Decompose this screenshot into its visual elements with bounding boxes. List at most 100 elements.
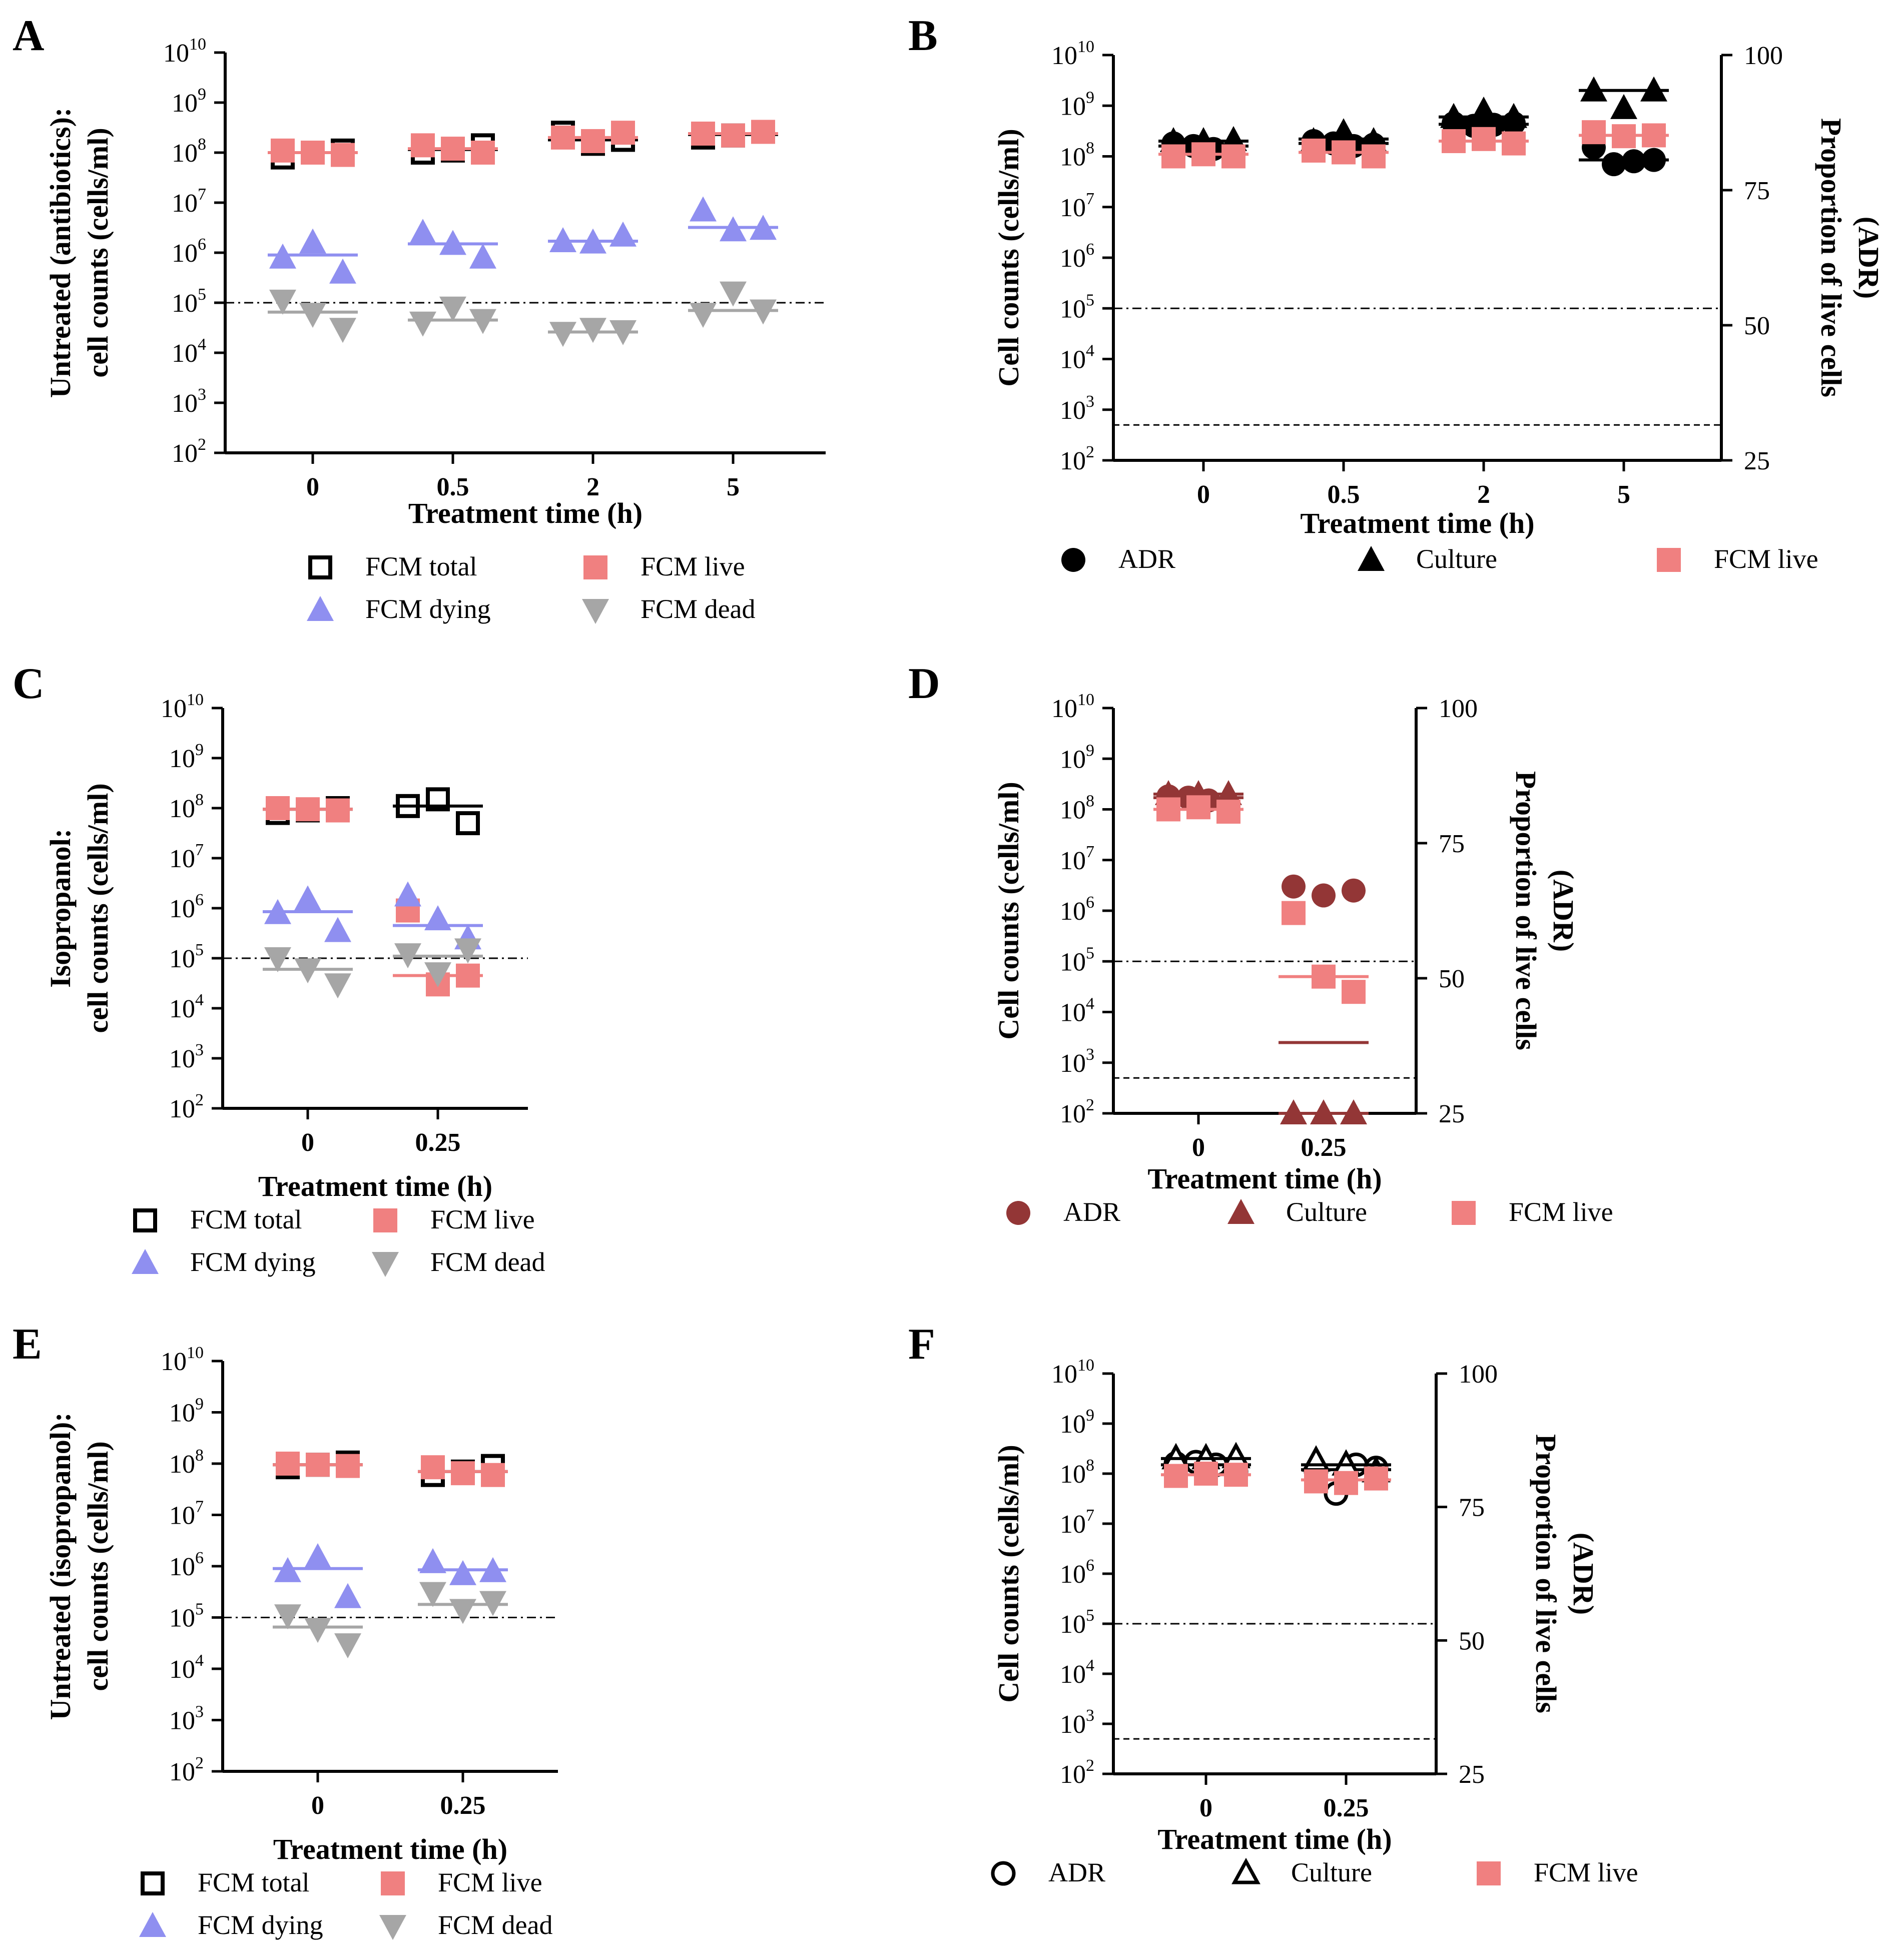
data-point bbox=[1334, 1471, 1358, 1495]
legend-label: FCM dead bbox=[438, 1910, 553, 1940]
y-tick-label: 107 bbox=[169, 841, 204, 873]
data-point bbox=[581, 129, 605, 153]
data-point bbox=[471, 141, 495, 165]
data-point bbox=[439, 296, 466, 322]
y-tick-label: 109 bbox=[1060, 741, 1094, 774]
y-tick-label: 108 bbox=[169, 791, 204, 823]
data-point bbox=[304, 1618, 331, 1643]
y-tick-label: 109 bbox=[172, 85, 206, 118]
y-tick-label: 1010 bbox=[163, 35, 206, 68]
panel-letter: E bbox=[13, 1320, 42, 1369]
series-fcm-dead bbox=[273, 1582, 508, 1659]
y-tick-label: 105 bbox=[1060, 944, 1094, 976]
y2-tick-label: 50 bbox=[1439, 965, 1465, 993]
legend-item: FCM dying bbox=[139, 1910, 323, 1940]
y-tick-label: 107 bbox=[172, 185, 206, 218]
y-axis-title: Untreated (isopropanol): bbox=[44, 1413, 77, 1720]
y-tick-label: 105 bbox=[169, 941, 204, 973]
y-tick-label: 108 bbox=[169, 1446, 204, 1479]
y-tick-label: 106 bbox=[169, 1549, 204, 1581]
y-tick-label: 102 bbox=[169, 1091, 204, 1123]
y-tick-label: 103 bbox=[169, 1703, 204, 1735]
y2-tick-label: 100 bbox=[1459, 1360, 1498, 1389]
data-point bbox=[1602, 152, 1626, 177]
panel-b: B1021031041051061071081091010255075100Pr… bbox=[908, 12, 1880, 574]
legend-item: FCM dead bbox=[582, 594, 756, 624]
y-tick-label: 1010 bbox=[161, 691, 204, 723]
x-axis-title: Treatment time (h) bbox=[1300, 507, 1534, 539]
data-point bbox=[329, 318, 356, 343]
legend-item: FCM total bbox=[308, 551, 477, 581]
data-point bbox=[409, 219, 436, 244]
y-tick-label: 107 bbox=[1060, 190, 1094, 222]
y-tick-label: 103 bbox=[1060, 392, 1094, 425]
data-point bbox=[751, 120, 775, 144]
legend-item: ADR bbox=[1061, 544, 1175, 574]
y-tick-label: 108 bbox=[1060, 792, 1094, 825]
y-axis-title: Cell counts (cells/ml) bbox=[992, 129, 1025, 386]
y-tick-label: 106 bbox=[1060, 1556, 1094, 1589]
y-axis-title: Cell counts (cells/ml) bbox=[992, 1445, 1025, 1702]
y-tick-label: 107 bbox=[169, 1498, 204, 1530]
y-tick-label: 106 bbox=[1060, 893, 1094, 926]
legend-marker bbox=[132, 1249, 159, 1274]
y-tick-label: 102 bbox=[1060, 443, 1094, 475]
y-tick-label: 105 bbox=[1060, 1606, 1094, 1639]
legend-label: FCM total bbox=[198, 1867, 310, 1897]
panel-letter: D bbox=[908, 660, 940, 708]
legend-marker bbox=[1477, 1861, 1501, 1885]
y2-tick-label: 25 bbox=[1459, 1760, 1485, 1789]
y-tick-label: 107 bbox=[1060, 1506, 1094, 1539]
series-culture bbox=[1153, 780, 1369, 1124]
legend-label: FCM total bbox=[190, 1204, 302, 1234]
y-tick-label: 109 bbox=[1060, 88, 1094, 121]
x-tick-label: 5 bbox=[1617, 480, 1630, 509]
y-tick-label: 104 bbox=[1060, 342, 1094, 374]
data-point bbox=[419, 1582, 446, 1607]
y-tick-label: 1010 bbox=[1051, 1356, 1094, 1389]
x-tick-label: 0.25 bbox=[415, 1128, 461, 1157]
data-point bbox=[421, 1455, 445, 1480]
y2-axis-title: (ADR) bbox=[1852, 217, 1880, 299]
y-tick-label: 1010 bbox=[161, 1344, 204, 1376]
y2-tick-label: 50 bbox=[1744, 312, 1770, 340]
x-axis-title: Treatment time (h) bbox=[258, 1170, 492, 1202]
x-axis-title: Treatment time (h) bbox=[273, 1833, 507, 1865]
series-adr bbox=[1153, 784, 1369, 1044]
data-point bbox=[720, 281, 747, 307]
data-point bbox=[324, 917, 351, 942]
legend-label: FCM live bbox=[1534, 1857, 1638, 1887]
y2-tick-label: 75 bbox=[1439, 830, 1465, 858]
y2-tick-label: 100 bbox=[1744, 42, 1783, 70]
data-point bbox=[1161, 144, 1185, 169]
legend-marker bbox=[1227, 1199, 1255, 1224]
y-tick-label: 102 bbox=[169, 1754, 204, 1786]
legend-item: FCM dying bbox=[132, 1247, 316, 1277]
y-tick-label: 103 bbox=[172, 385, 206, 418]
y-tick-label: 108 bbox=[1060, 139, 1094, 172]
data-point bbox=[424, 962, 451, 988]
legend-item: FCM total bbox=[141, 1867, 310, 1897]
y-tick-label: 103 bbox=[1060, 1706, 1094, 1739]
legend-label: Culture bbox=[1291, 1857, 1372, 1887]
x-axis-title: Treatment time (h) bbox=[1157, 1823, 1392, 1855]
data-point bbox=[690, 196, 717, 222]
legend-marker bbox=[139, 1912, 166, 1937]
x-axis-title: Treatment time (h) bbox=[408, 497, 643, 529]
data-point bbox=[1470, 97, 1497, 122]
y2-tick-label: 75 bbox=[1459, 1494, 1485, 1522]
data-point bbox=[1472, 127, 1496, 151]
data-point bbox=[1342, 980, 1366, 1004]
data-point bbox=[609, 221, 637, 247]
data-point bbox=[481, 1463, 505, 1487]
y2-axis-title: Proportion of live cells bbox=[1510, 771, 1542, 1050]
x-tick-label: 0 bbox=[1199, 1794, 1212, 1822]
panel-letter: B bbox=[908, 12, 938, 60]
data-point bbox=[1302, 138, 1326, 163]
data-point bbox=[1342, 878, 1366, 903]
data-point bbox=[1216, 800, 1240, 824]
y-tick-label: 104 bbox=[169, 1651, 204, 1684]
panel-letter: F bbox=[908, 1320, 935, 1369]
data-point bbox=[329, 258, 356, 284]
data-point bbox=[1186, 795, 1210, 820]
